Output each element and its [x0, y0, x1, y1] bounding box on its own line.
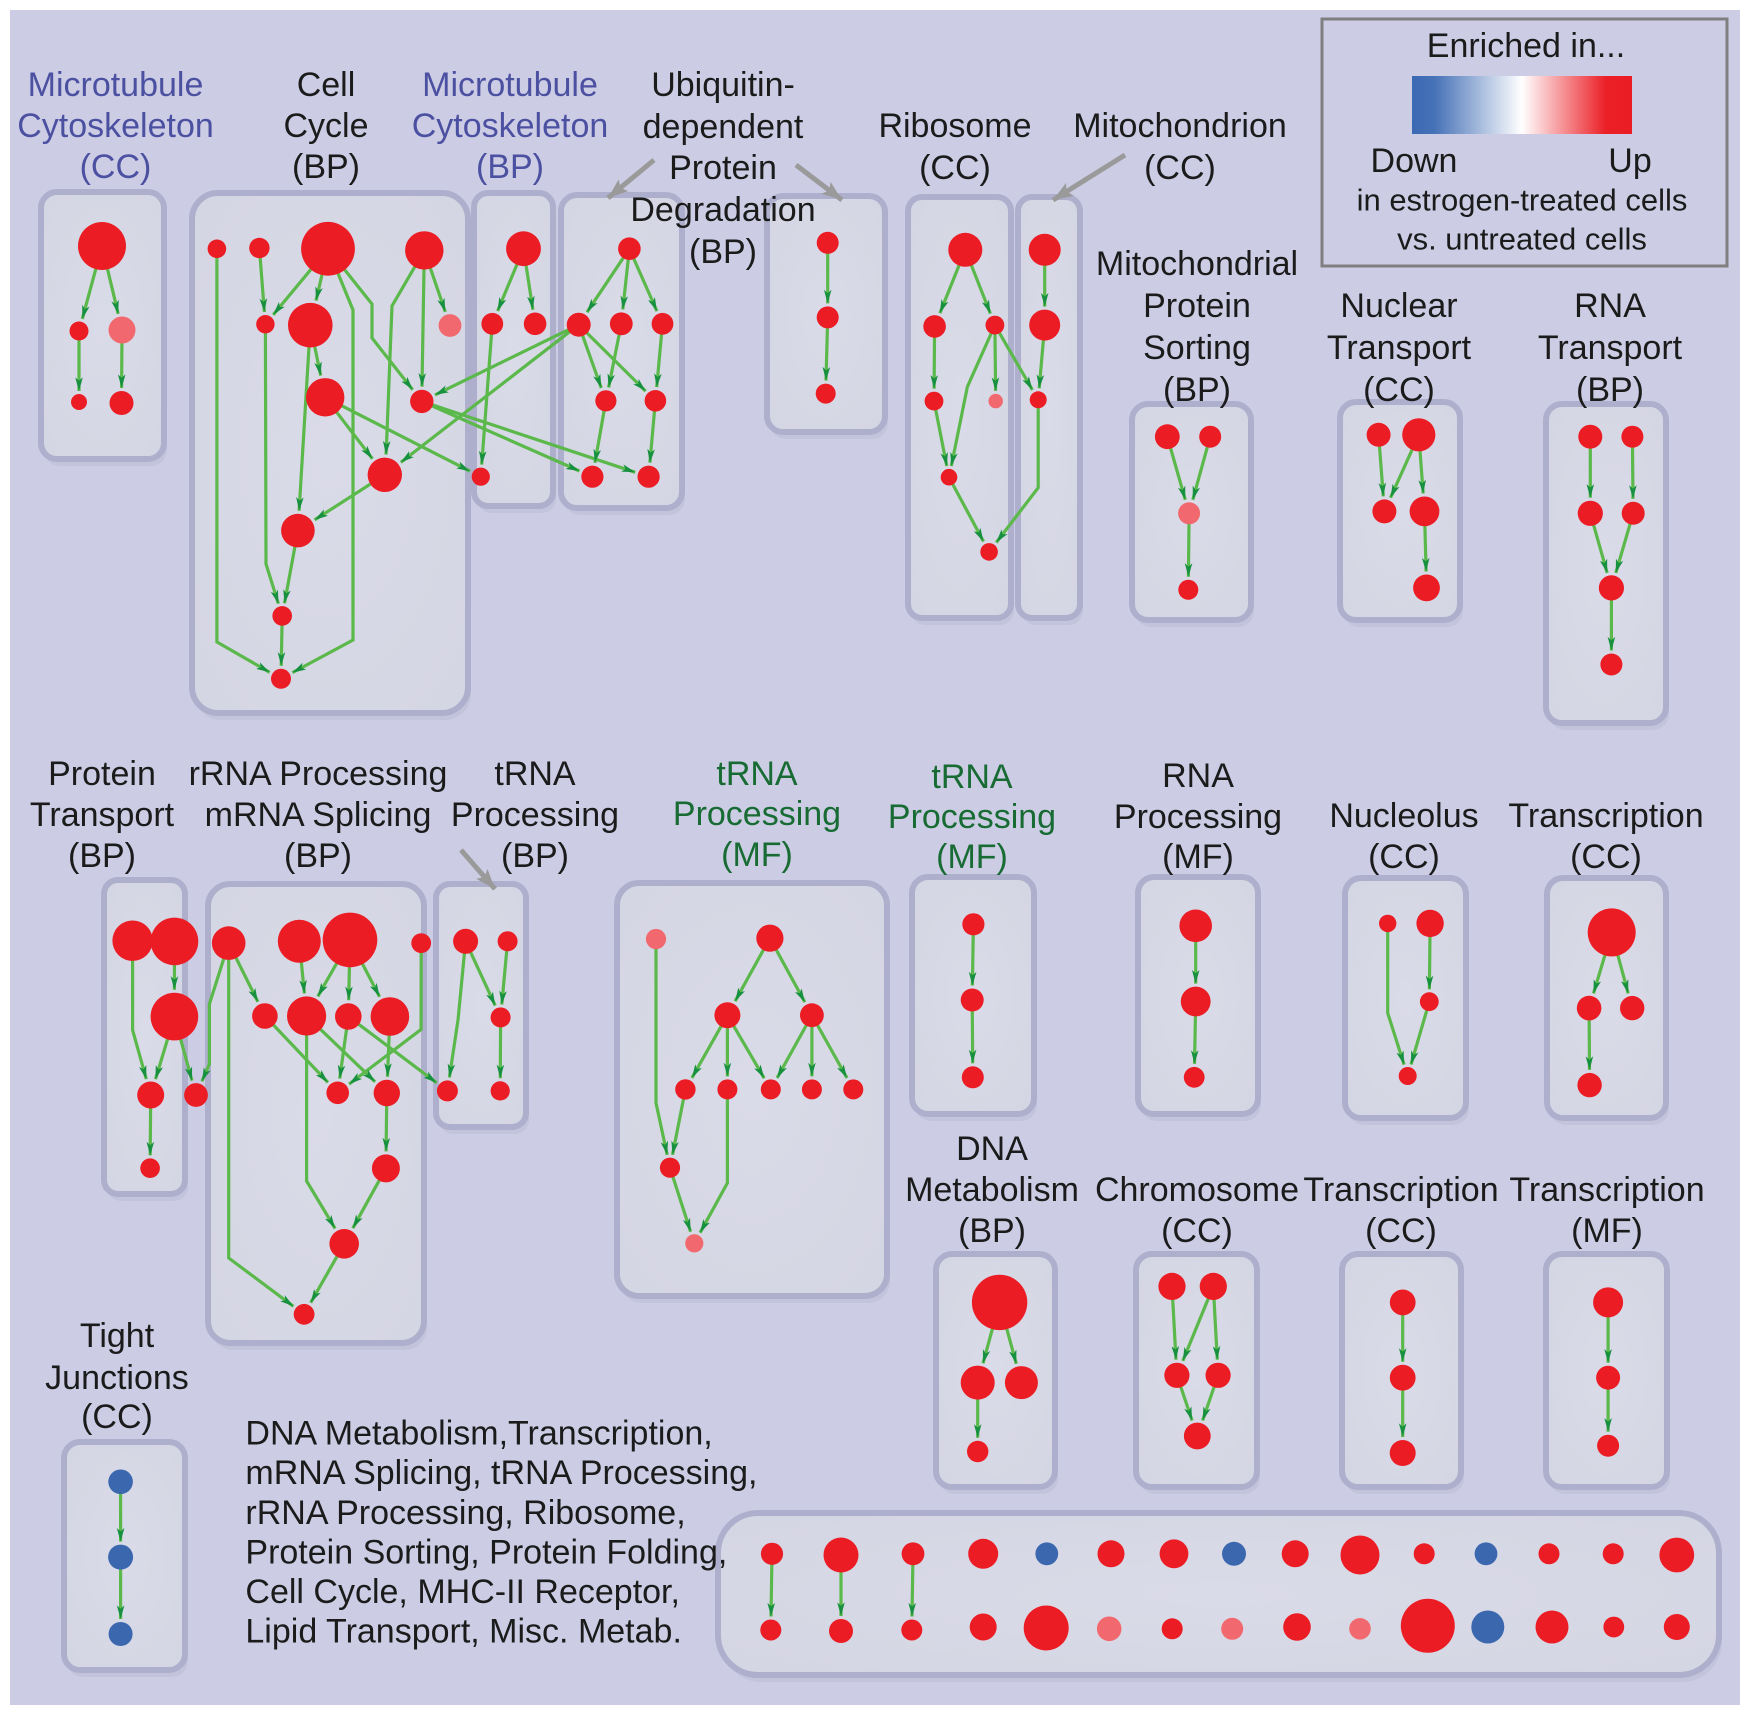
svg-text:Protein: Protein: [669, 149, 777, 187]
svg-text:Transcription: Transcription: [1508, 797, 1703, 835]
svg-text:Degradation: Degradation: [630, 191, 815, 229]
svg-text:Processing: Processing: [673, 795, 841, 833]
svg-text:tRNA: tRNA: [716, 755, 798, 793]
svg-text:(BP): (BP): [689, 233, 757, 271]
svg-text:(CC): (CC): [80, 148, 152, 186]
svg-text:(BP): (BP): [68, 837, 136, 875]
svg-text:Processing: Processing: [451, 796, 619, 834]
svg-text:(MF): (MF): [1162, 838, 1234, 876]
svg-text:(BP): (BP): [958, 1212, 1026, 1250]
svg-text:Cell: Cell: [297, 66, 356, 104]
svg-text:Enriched in...: Enriched in...: [1427, 27, 1625, 65]
svg-text:mRNA Splicing, tRNA Processing: mRNA Splicing, tRNA Processing,: [245, 1454, 757, 1492]
svg-text:tRNA: tRNA: [494, 755, 576, 793]
svg-text:Transport: Transport: [30, 796, 175, 834]
svg-text:Processing: Processing: [888, 798, 1056, 836]
svg-text:Up: Up: [1608, 142, 1651, 180]
svg-text:Sorting: Sorting: [1143, 329, 1251, 367]
svg-text:(CC): (CC): [1368, 838, 1440, 876]
svg-text:rRNA Processing: rRNA Processing: [189, 755, 448, 793]
svg-text:Microtubule: Microtubule: [422, 66, 598, 104]
svg-text:RNA: RNA: [1574, 287, 1646, 325]
svg-text:Processing: Processing: [1114, 798, 1282, 836]
svg-text:Cycle: Cycle: [283, 107, 368, 145]
svg-text:(CC): (CC): [1570, 838, 1642, 876]
svg-text:rRNA Processing, Ribosome,: rRNA Processing, Ribosome,: [245, 1494, 685, 1532]
svg-text:Transcription: Transcription: [1509, 1171, 1704, 1209]
svg-text:(MF): (MF): [1571, 1212, 1643, 1250]
svg-text:Transport: Transport: [1538, 329, 1683, 367]
svg-text:Tight: Tight: [80, 1317, 155, 1355]
svg-text:Protein: Protein: [48, 755, 156, 793]
svg-text:DNA Metabolism,Transcription,: DNA Metabolism,Transcription,: [245, 1415, 712, 1453]
svg-text:(BP): (BP): [476, 148, 544, 186]
svg-text:in estrogen-treated cells: in estrogen-treated cells: [1357, 183, 1688, 218]
svg-text:Chromosome: Chromosome: [1095, 1171, 1299, 1209]
svg-text:tRNA: tRNA: [931, 758, 1013, 796]
svg-text:Transcription: Transcription: [1303, 1171, 1498, 1209]
svg-text:Lipid Transport, Misc. Metab.: Lipid Transport, Misc. Metab.: [245, 1613, 682, 1651]
svg-text:(BP): (BP): [1576, 371, 1644, 409]
svg-text:Cytoskeleton: Cytoskeleton: [17, 107, 214, 145]
svg-text:(MF): (MF): [936, 838, 1008, 876]
svg-text:(CC): (CC): [1161, 1212, 1233, 1250]
svg-text:Cytoskeleton: Cytoskeleton: [412, 107, 609, 145]
svg-text:(CC): (CC): [1365, 1212, 1437, 1250]
svg-text:(BP): (BP): [292, 148, 360, 186]
svg-text:DNA: DNA: [956, 1130, 1028, 1168]
svg-text:(CC): (CC): [919, 149, 991, 187]
svg-text:Mitochondrial: Mitochondrial: [1096, 245, 1298, 283]
svg-text:Nucleolus: Nucleolus: [1329, 797, 1478, 835]
svg-text:Down: Down: [1371, 142, 1458, 180]
svg-text:Ribosome: Ribosome: [878, 107, 1031, 145]
svg-text:(CC): (CC): [81, 1398, 153, 1436]
svg-text:Ubiquitin-: Ubiquitin-: [651, 66, 795, 104]
svg-text:Metabolism: Metabolism: [905, 1171, 1079, 1209]
svg-text:(BP): (BP): [284, 837, 352, 875]
svg-text:Protein: Protein: [1143, 287, 1251, 325]
svg-text:(MF): (MF): [721, 836, 793, 874]
svg-text:(BP): (BP): [501, 837, 569, 875]
svg-text:Protein Sorting, Protein Foldi: Protein Sorting, Protein Folding,: [245, 1533, 727, 1571]
svg-text:(BP): (BP): [1163, 371, 1231, 409]
svg-text:Cell Cycle, MHC-II Receptor,: Cell Cycle, MHC-II Receptor,: [245, 1573, 680, 1611]
svg-text:(CC): (CC): [1144, 149, 1216, 187]
svg-text:(CC): (CC): [1363, 371, 1435, 409]
svg-text:RNA: RNA: [1162, 757, 1234, 795]
svg-text:Transport: Transport: [1327, 329, 1472, 367]
svg-text:mRNA Splicing: mRNA Splicing: [205, 796, 432, 834]
svg-text:Junctions: Junctions: [45, 1359, 189, 1397]
svg-text:Nuclear: Nuclear: [1340, 287, 1457, 325]
svg-text:vs. untreated cells: vs. untreated cells: [1397, 222, 1647, 257]
svg-text:dependent: dependent: [643, 108, 804, 146]
svg-text:Mitochondrion: Mitochondrion: [1073, 107, 1287, 145]
svg-text:Microtubule: Microtubule: [28, 66, 204, 104]
